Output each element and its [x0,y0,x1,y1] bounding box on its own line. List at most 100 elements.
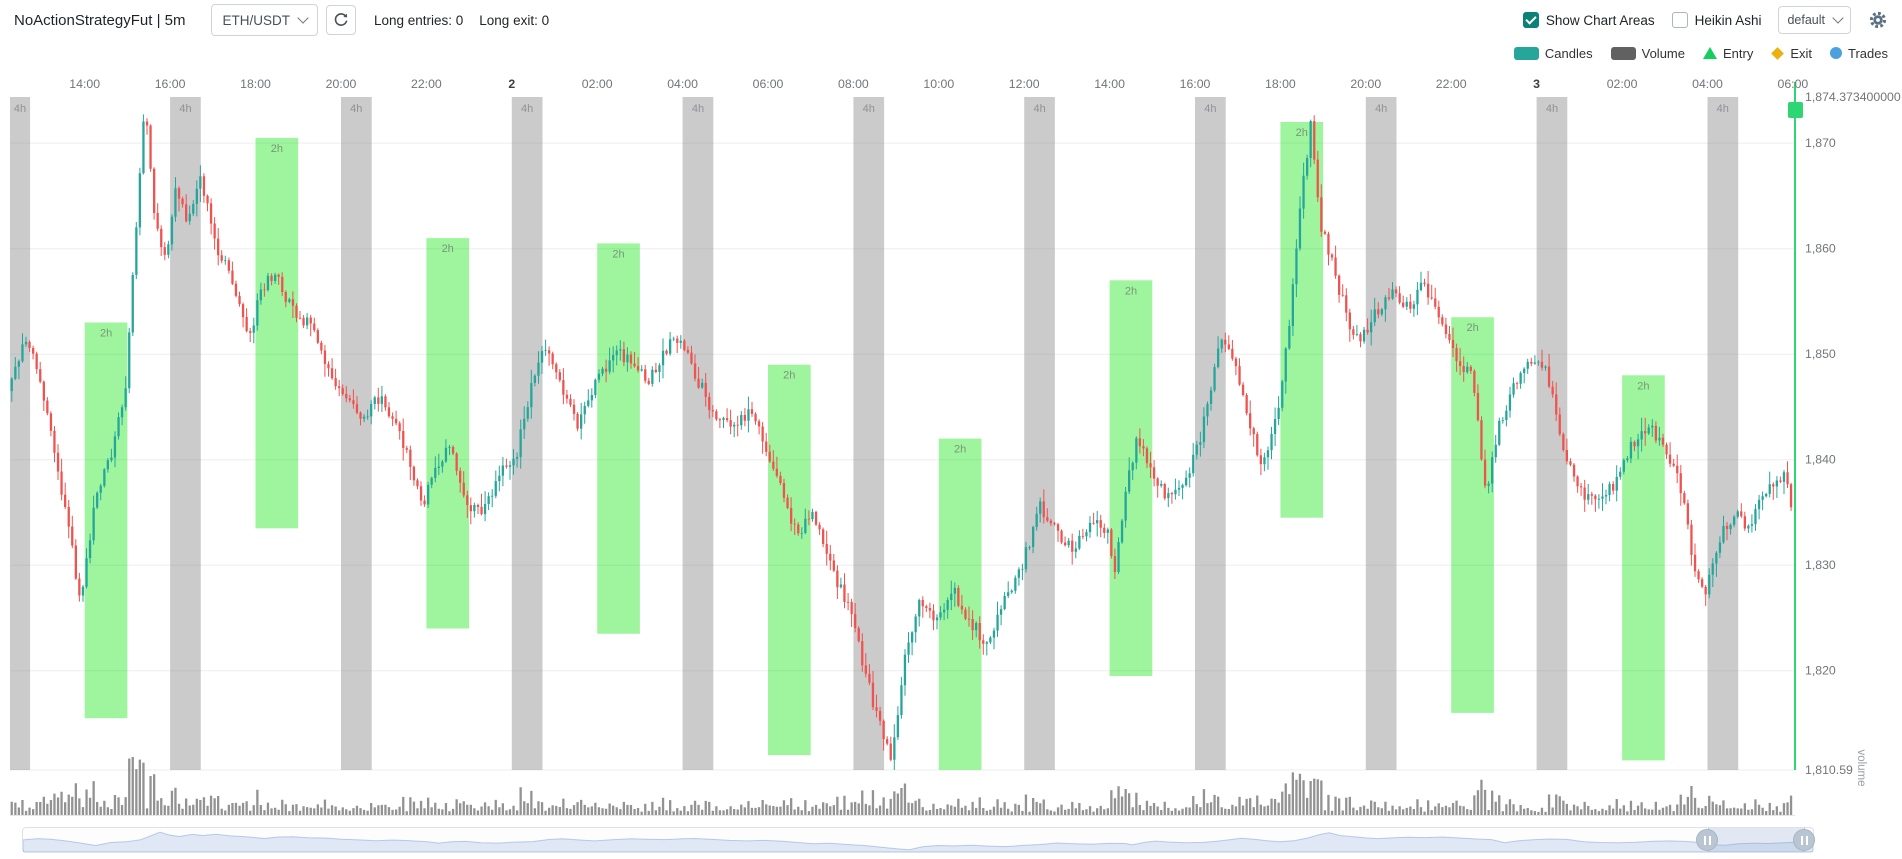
x-axis-labels: 14:00 16:00 18:00 20:00 22:00 2 02:00 04:00 06:0… [69,77,1808,91]
svg-text:1,850: 1,850 [1805,347,1836,361]
chart-area-bands-4h: 4h 4h 4h 4h 4h 4h 4h 4h 4h 4h 4h [10,97,1739,770]
svg-text:4h: 4h [179,103,191,115]
legend-label: Exit [1790,45,1813,61]
svg-text:1,840: 1,840 [1805,453,1836,467]
svg-text:4h: 4h [14,103,26,115]
refresh-icon [334,13,348,26]
svg-text:2h: 2h [100,328,112,340]
topbar-right-group: Show Chart Areas Heikin Ashi default [1522,6,1888,34]
grid-lines [10,142,1795,816]
plot-config-select[interactable]: default [1778,6,1851,34]
volume-axis-title: volume [1855,749,1867,786]
svg-text:1,874.373400000: 1,874.373400000 [1805,90,1901,104]
svg-text:02:00: 02:00 [1607,77,1638,91]
heikin-ashi-checkbox[interactable]: Heikin Ashi [1671,12,1762,28]
candles-swatch-icon [1513,46,1539,60]
chart-legend: Candles Volume Entry Exit Trades [0,40,1902,66]
svg-text:18:00: 18:00 [1265,77,1296,91]
long-exit-label: Long exit: 0 [479,12,550,28]
svg-text:14:00: 14:00 [69,77,100,91]
legend-item-candles[interactable]: Candles [1513,45,1593,61]
long-entries-label: Long entries: 0 [373,12,464,28]
svg-text:1,860: 1,860 [1805,242,1836,256]
legend-label: Candles [1544,45,1593,61]
legend-item-entry[interactable]: Entry [1703,46,1753,61]
svg-text:4h: 4h [1033,103,1045,115]
svg-text:3: 3 [1533,77,1540,91]
svg-text:2h: 2h [783,370,795,382]
svg-text:16:00: 16:00 [155,77,186,91]
checkbox-icon [1671,12,1688,28]
legend-label: Volume [1641,45,1685,61]
svg-text:20:00: 20:00 [1350,77,1381,91]
candles-layer [10,114,1793,770]
svg-text:2h: 2h [1637,380,1649,392]
show-chart-areas-label: Show Chart Areas [1545,12,1655,28]
svg-text:2h: 2h [612,248,624,260]
svg-text:16:00: 16:00 [1180,77,1211,91]
legend-label: Entry [1723,45,1754,61]
svg-text:2: 2 [508,77,515,91]
svg-text:4h: 4h [692,103,704,115]
legend-item-trades[interactable]: Trades [1830,46,1888,61]
checkbox-icon [1522,12,1539,28]
svg-text:2h: 2h [1125,285,1137,297]
trades-circle-icon [1830,47,1843,59]
topbar: NoActionStrategyFut | 5m ETH/USDT Long e… [0,0,1902,40]
y-axis-labels: 1,874.373400000 1,870 1,860 1,850 1,840 1,830… [1805,90,1901,777]
datazoom-window[interactable] [1708,828,1805,852]
svg-text:2h: 2h [1296,127,1308,139]
gear-glyph [1869,11,1887,29]
svg-text:02:00: 02:00 [582,77,613,91]
chart-area-boxes-2h: 2h 2h 2h 2h 2h 2h 2h 2h 2h 2h [84,122,1665,770]
pair-select[interactable]: ETH/USDT [211,4,318,36]
svg-text:12:00: 12:00 [1009,77,1040,91]
svg-text:04:00: 04:00 [667,77,698,91]
svg-text:4h: 4h [1204,103,1216,115]
svg-text:18:00: 18:00 [240,77,271,91]
exit-diamond-icon [1771,46,1785,60]
legend-item-volume[interactable]: Volume [1610,45,1685,61]
svg-text:2h: 2h [954,444,966,456]
chevron-down-icon [1832,12,1844,24]
volume-swatch-icon [1610,46,1636,60]
svg-text:06:00: 06:00 [1778,77,1809,91]
axis-cursor-tag [1788,102,1803,118]
show-chart-areas-checkbox[interactable]: Show Chart Areas [1522,12,1655,28]
svg-text:22:00: 22:00 [411,77,442,91]
legend-label: Trades [1848,45,1888,61]
svg-text:06:00: 06:00 [753,77,784,91]
svg-text:10:00: 10:00 [923,77,954,91]
svg-text:4h: 4h [1717,103,1729,115]
refresh-button[interactable] [325,5,356,35]
heikin-ashi-label: Heikin Ashi [1694,12,1762,28]
svg-text:4h: 4h [1546,103,1558,115]
svg-text:20:00: 20:00 [326,77,357,91]
svg-text:1,830: 1,830 [1805,558,1836,572]
datazoom-slider[interactable] [22,827,1815,853]
plot-config-select-value: default [1787,13,1825,27]
gear-icon[interactable] [1868,10,1888,30]
svg-text:14:00: 14:00 [1094,77,1125,91]
svg-text:4h: 4h [1375,103,1387,115]
strategy-title: NoActionStrategyFut | 5m [14,11,186,29]
datazoom-handle-left[interactable] [1696,829,1718,851]
volume-bars [10,757,1793,815]
svg-text:22:00: 22:00 [1436,77,1467,91]
svg-text:2h: 2h [442,243,454,255]
datazoom-handle-right[interactable] [1793,829,1815,851]
svg-text:2h: 2h [1466,322,1478,334]
svg-text:08:00: 08:00 [838,77,869,91]
entry-triangle-icon [1703,47,1717,59]
svg-text:2h: 2h [271,143,283,155]
svg-text:4h: 4h [350,103,362,115]
datazoom-shadow [23,831,1813,852]
svg-text:1,820: 1,820 [1805,664,1836,678]
legend-item-exit[interactable]: Exit [1771,46,1812,61]
pair-select-value: ETH/USDT [222,12,290,28]
svg-text:04:00: 04:00 [1692,77,1723,91]
svg-text:1,870: 1,870 [1805,136,1836,150]
